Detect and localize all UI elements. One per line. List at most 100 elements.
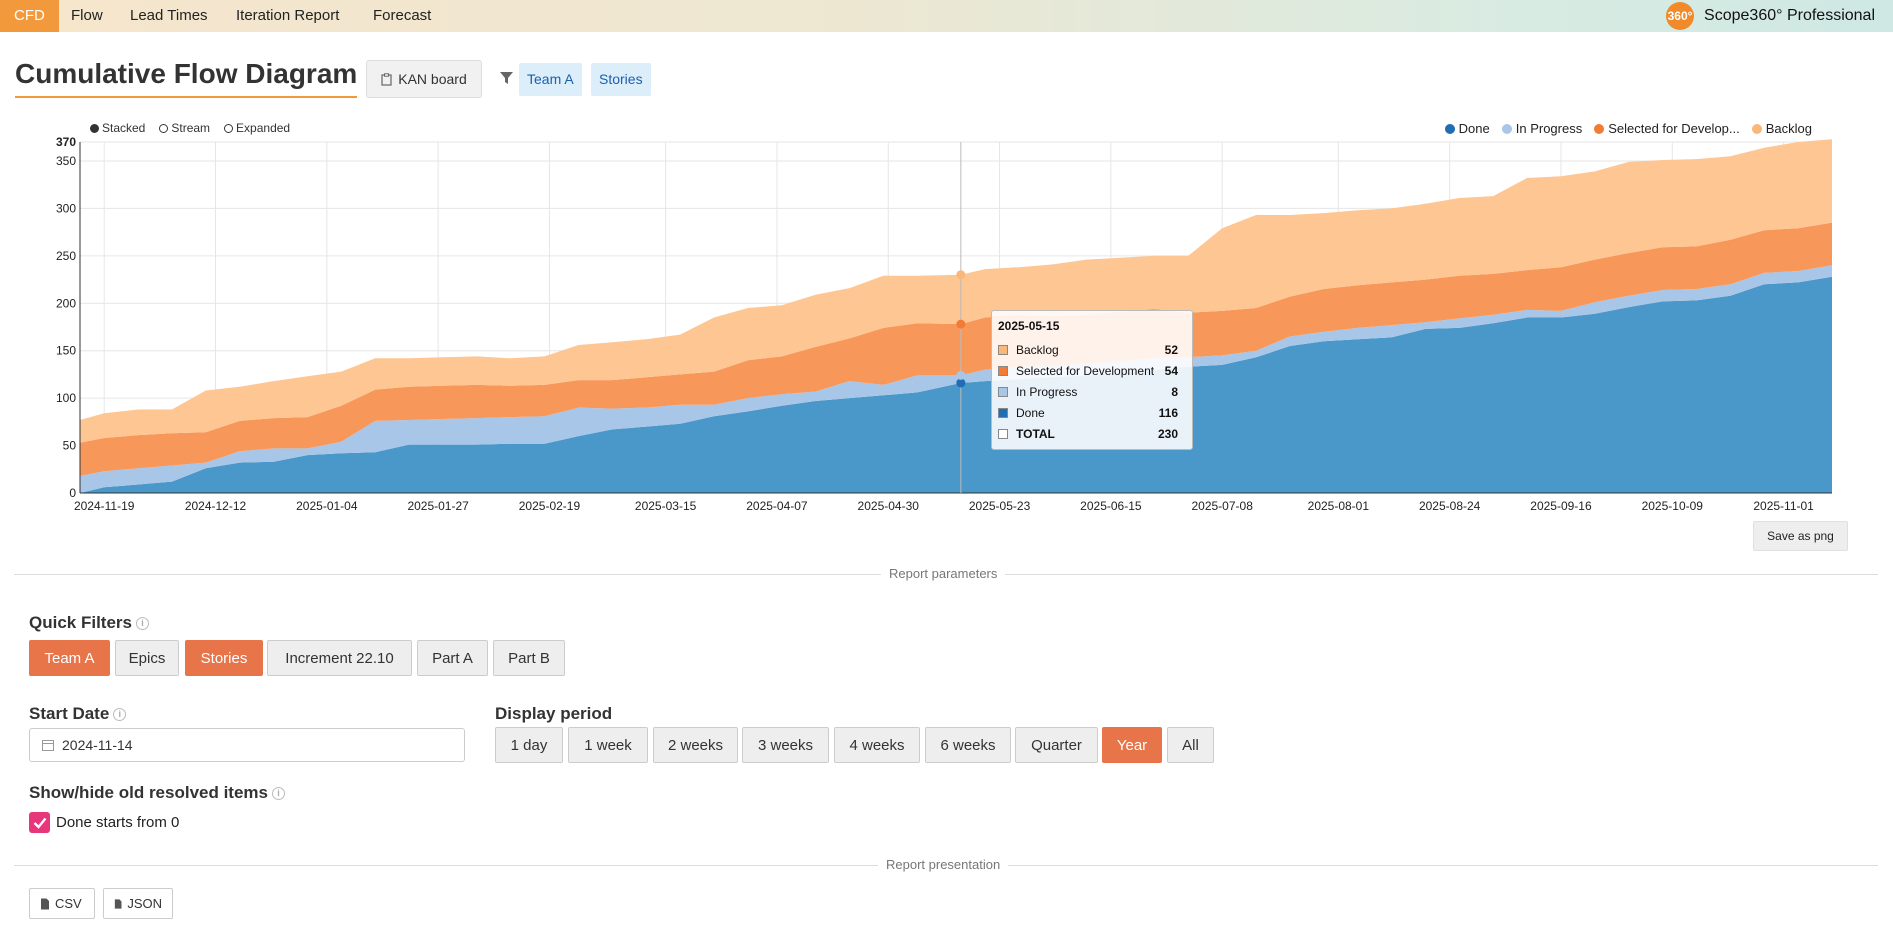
x-tick-label: 2025-06-15 [1080,499,1142,513]
nav-item-iteration-report[interactable]: Iteration Report [236,7,340,24]
brand-logo-icon: 360° [1666,2,1695,30]
board-selector-button[interactable]: KAN board [366,60,482,98]
y-tick-label: 150 [56,344,76,358]
period-2-weeks[interactable]: 2 weeks [653,727,738,763]
chart-tooltip: 2025-05-15 Backlog 52 Selected for Develop… [991,310,1193,450]
quick-filter-part-b[interactable]: Part B [493,640,565,676]
info-icon[interactable]: i [272,786,285,800]
tooltip-value: 54 [1164,363,1178,378]
display-period-title: Display period [495,704,613,723]
y-tick-label: 250 [56,249,76,263]
nav-item-lead-times[interactable]: Lead Times [130,7,208,24]
legend-dot-icon [1444,123,1455,134]
tooltip-swatch-icon [998,428,1008,439]
period-3-weeks[interactable]: 3 weeks [742,727,829,763]
x-tick-label: 2025-01-27 [407,499,469,513]
tooltip-value: 230 [1157,426,1178,441]
period-1-day[interactable]: 1 day [495,727,563,763]
quick-filter-team-a[interactable]: Team A [29,640,110,676]
hover-marker [956,319,966,329]
tooltip-row: Done 116 [998,402,1178,423]
nav-item-flow[interactable]: Flow [71,7,103,24]
legend-item-backlog[interactable]: Backlog [1751,121,1812,136]
x-tick-label: 2025-04-07 [746,499,808,513]
chart-mode-selector: Stacked Stream Expanded [90,121,290,135]
filter-icon[interactable] [500,72,513,84]
report-presentation-label: Report presentation [878,857,1009,872]
nav-item-forecast[interactable]: Forecast [373,7,432,24]
x-tick-label: 2025-09-16 [1530,499,1592,513]
x-tick-label: 2025-07-08 [1191,499,1253,513]
hover-marker [956,370,966,380]
radio-empty-icon [224,123,234,133]
quick-filter-part-a[interactable]: Part A [417,640,488,676]
save-as-png-button[interactable]: Save as png [1753,521,1848,551]
x-tick-label: 2025-01-04 [296,499,358,513]
info-icon[interactable]: i [135,616,149,630]
start-date-input[interactable]: 2024-11-14 [29,728,465,762]
calendar-icon [42,740,54,751]
y-tick-label: 370 [56,135,76,149]
y-tick-label: 300 [56,201,76,215]
quick-filter-increment[interactable]: Increment 22.10 [267,640,412,676]
y-tick-label: 0 [69,486,76,500]
tooltip-label: Backlog [1016,342,1059,357]
filter-chip-team-a[interactable]: Team A [519,63,582,96]
brand-name: Scope360° Professional [1704,7,1875,24]
period-6-weeks[interactable]: 6 weeks [925,727,1011,763]
old-resolved-heading: Show/hide old resolved items i [29,783,285,803]
mode-expanded-radio[interactable]: Expanded [224,121,290,135]
export-json-button[interactable]: JSON [103,888,173,919]
tooltip-value: 116 [1158,405,1178,420]
tooltip-value: 52 [1164,342,1178,357]
tooltip-swatch-icon [998,386,1008,397]
hover-marker [956,378,966,388]
export-csv-button[interactable]: CSV [29,888,95,919]
legend-item-done[interactable]: Done [1444,121,1490,136]
tooltip-row: In Progress 8 [998,381,1178,402]
file-icon [41,898,49,909]
clipboard-icon [381,72,392,86]
period-4-weeks[interactable]: 4 weeks [834,727,920,763]
mode-stream-radio[interactable]: Stream [159,121,210,135]
nav-item-cfd[interactable]: CFD [0,0,59,32]
series-area-done [80,276,1832,493]
legend-label: Selected for Develop... [1608,121,1740,136]
legend-dot-icon [1751,123,1762,134]
tooltip-label: Done [1016,405,1045,420]
period-year[interactable]: Year [1102,727,1162,763]
tooltip-row: Selected for Development 54 [998,360,1178,381]
cfd-chart[interactable]: 0 50 100 150 200 250 300 350 370 2024-11-19 2024-1… [0,130,1893,515]
x-tick-label: 2024-12-12 [185,499,247,513]
legend-label: Done [1458,121,1490,136]
tooltip-date: 2025-05-15 [998,319,1060,333]
start-date-title: Start Date [29,704,110,723]
export-csv-label: CSV [55,896,82,911]
legend-item-in-progress[interactable]: In Progress [1501,121,1583,136]
period-quarter[interactable]: Quarter [1015,727,1098,763]
quick-filter-stories[interactable]: Stories [185,640,263,676]
radio-empty-icon [159,123,169,133]
tooltip-swatch-icon [998,344,1008,355]
board-selector-label: KAN board [398,71,467,87]
mode-stacked-radio[interactable]: Stacked [90,121,145,135]
info-icon[interactable]: i [113,707,127,721]
x-tick-label: 2024-11-19 [74,499,135,513]
legend-label: In Progress [1515,121,1583,136]
filter-chip-stories[interactable]: Stories [591,63,651,96]
x-tick-label: 2025-03-15 [635,499,697,513]
tooltip-row: TOTAL 230 [998,423,1178,444]
page-title: Cumulative Flow Diagram [15,58,358,98]
done-starts-from-zero-checkbox[interactable] [29,812,50,833]
quick-filters-heading: Quick Filters i [29,613,149,633]
quick-filter-epics[interactable]: Epics [115,640,179,676]
x-tick-label: 2025-08-24 [1419,499,1481,513]
file-icon [114,898,122,909]
x-tick-label: 2025-08-01 [1308,499,1370,513]
legend-item-selected[interactable]: Selected for Develop... [1594,121,1740,136]
tooltip-label: TOTAL [1016,426,1055,441]
series-area-in-progress [80,265,1832,493]
period-all[interactable]: All [1167,727,1214,763]
display-period-heading: Display period [495,704,612,724]
period-1-week[interactable]: 1 week [568,727,648,763]
